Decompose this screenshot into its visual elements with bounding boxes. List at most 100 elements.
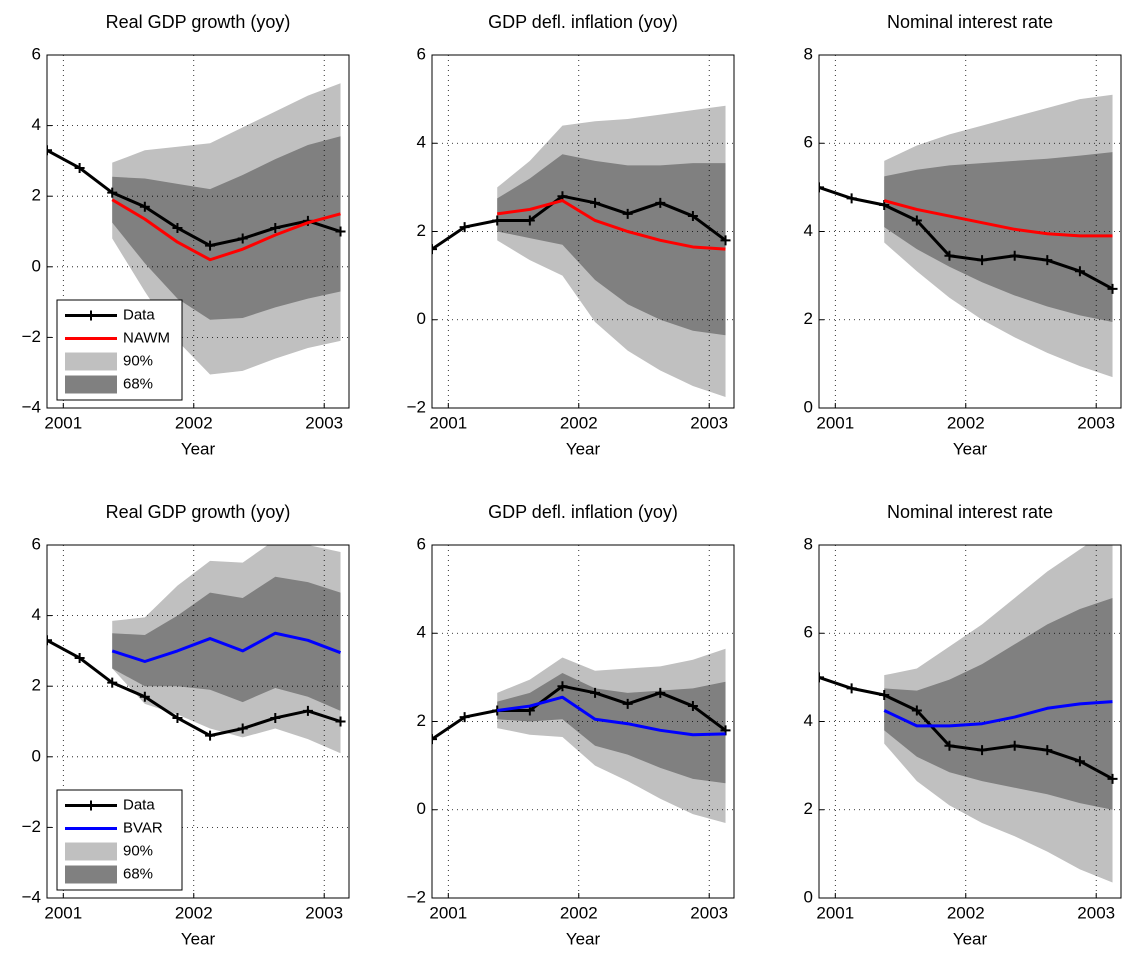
series-line	[883, 199, 1113, 238]
y-tick-label: 6	[804, 133, 813, 152]
series-line	[883, 700, 1113, 728]
legend-label: 90%	[123, 842, 153, 859]
x-tick-label: 2001	[44, 413, 82, 432]
y-tick-label: 0	[32, 256, 41, 275]
panel: Nominal interest rate Year 2001 2002 2003 0 2 4…	[804, 12, 1122, 458]
plot-area	[432, 545, 734, 898]
x-tick-label: 2003	[305, 903, 343, 922]
series-line	[47, 148, 341, 248]
series-line	[111, 198, 341, 262]
y-tick-label: 0	[32, 746, 41, 765]
data-marker	[492, 215, 503, 226]
data-marker	[622, 698, 633, 709]
data-marker	[977, 255, 988, 266]
x-tick-label: 2003	[690, 413, 728, 432]
data-marker	[1074, 756, 1085, 767]
y-tick-label: 6	[32, 534, 41, 553]
data-marker	[47, 145, 52, 156]
data-marker	[335, 226, 346, 237]
y-tick-label: 2	[804, 309, 813, 328]
panel: Nominal interest rate Year 2001 2002 2003 0 2 4…	[804, 502, 1122, 948]
y-tick-label: −4	[22, 397, 41, 416]
x-tick-label: 2003	[690, 903, 728, 922]
plot-area	[47, 545, 349, 898]
y-tick-label: 8	[804, 44, 813, 63]
x-tick-label: 2003	[1077, 903, 1115, 922]
y-tick-label: 2	[32, 676, 41, 695]
legend-swatch	[65, 375, 117, 394]
panel-title: GDP defl. inflation (yoy)	[488, 502, 678, 522]
x-tick-label: 2001	[44, 903, 82, 922]
data-marker	[172, 712, 183, 723]
confidence-band	[884, 152, 1113, 322]
data-marker	[911, 215, 922, 226]
y-tick-label: 6	[32, 44, 41, 63]
x-tick-label: 2001	[429, 903, 467, 922]
legend: Data BVAR 90% 68%	[56, 789, 183, 891]
panel-title: GDP defl. inflation (yoy)	[488, 12, 678, 32]
y-tick-label: −2	[407, 887, 426, 906]
legend-label: 68%	[123, 865, 153, 882]
panel-title: Nominal interest rate	[887, 502, 1053, 522]
legend-label: NAWM	[123, 329, 170, 346]
y-tick-label: −2	[22, 817, 41, 836]
data-marker	[1074, 266, 1085, 277]
x-axis-label: Year	[566, 439, 601, 458]
data-marker	[720, 235, 731, 246]
series-line	[432, 684, 727, 741]
legend-label: 68%	[123, 375, 153, 392]
legend-swatch	[65, 865, 117, 884]
data-marker	[846, 193, 857, 204]
y-tick-label: 4	[417, 623, 426, 642]
data-marker	[432, 244, 437, 255]
y-tick-label: −2	[407, 397, 426, 416]
axes-frame	[46, 54, 350, 409]
series-line	[432, 194, 727, 251]
panel: GDP defl. inflation (yoy) Year 2001 2002 200…	[407, 502, 735, 948]
data-marker	[687, 211, 698, 222]
data-marker	[655, 197, 666, 208]
data-marker	[335, 716, 346, 727]
data-marker	[879, 690, 890, 701]
y-tick-label: 2	[804, 799, 813, 818]
plot-area	[819, 55, 1121, 408]
x-axis-label: Year	[953, 439, 988, 458]
data-marker	[720, 725, 731, 736]
y-tick-label: 4	[32, 115, 41, 134]
legend-swatch	[65, 842, 117, 861]
data-marker	[655, 687, 666, 698]
y-tick-label: 0	[417, 309, 426, 328]
y-tick-label: 4	[32, 605, 41, 624]
data-marker	[107, 677, 118, 688]
legend-label: BVAR	[123, 819, 163, 836]
data-marker	[237, 233, 248, 244]
panel-title: Real GDP growth (yoy)	[106, 12, 291, 32]
y-tick-label: −2	[22, 327, 41, 346]
data-marker	[1107, 773, 1118, 784]
x-tick-label: 2002	[175, 903, 213, 922]
data-marker	[205, 240, 216, 251]
x-tick-label: 2001	[816, 903, 854, 922]
x-axis-label: Year	[566, 929, 601, 948]
x-tick-label: 2001	[429, 413, 467, 432]
y-tick-label: 6	[417, 44, 426, 63]
plot-area	[432, 55, 734, 408]
legend: Data NAWM 90% 68%	[56, 299, 183, 401]
data-marker	[139, 691, 150, 702]
legend-marker	[86, 800, 96, 811]
y-tick-label: 4	[804, 221, 813, 240]
data-marker	[557, 681, 568, 692]
x-axis-label: Year	[953, 929, 988, 948]
data-marker	[911, 705, 922, 716]
y-tick-label: 4	[417, 133, 426, 152]
y-tick-label: 2	[32, 186, 41, 205]
data-marker	[47, 635, 52, 646]
x-tick-label: 2002	[560, 903, 598, 922]
panel: Real GDP growth (yoy) Year 2001 2002 2003 −4 −…	[22, 502, 350, 948]
series-line	[111, 631, 342, 663]
series-line	[47, 638, 341, 738]
data-marker	[432, 734, 437, 745]
series-line	[819, 185, 1114, 291]
x-axis-label: Year	[181, 929, 216, 948]
